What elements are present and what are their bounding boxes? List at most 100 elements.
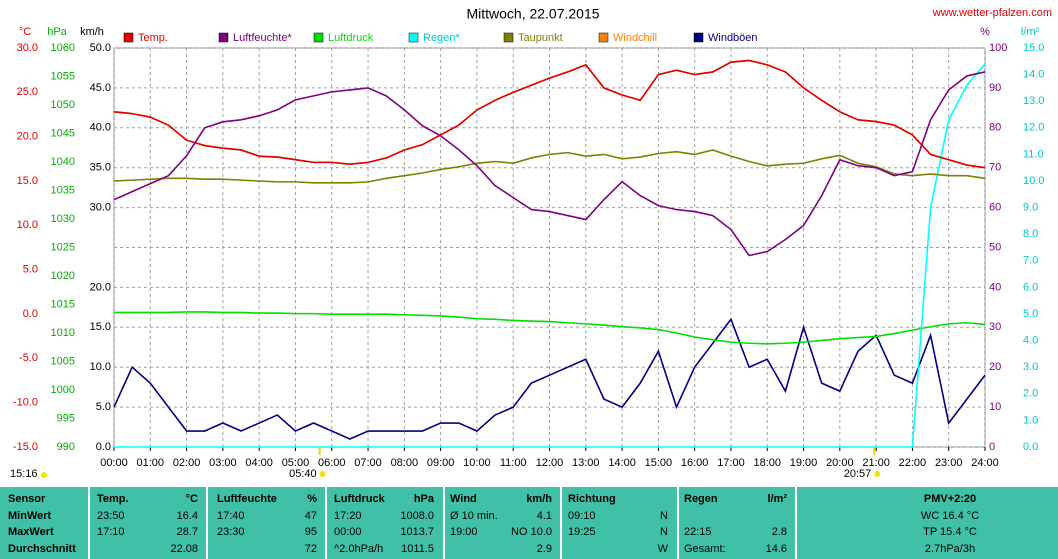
table-cell: 17:40 xyxy=(217,509,245,522)
y-tick-label: 15.0 xyxy=(17,175,38,187)
y-tick-label: 70 xyxy=(989,162,1001,174)
legend-label: Windchill xyxy=(613,32,657,44)
y-tick-label: 40 xyxy=(989,281,1001,293)
x-tick-label: 13:00 xyxy=(572,457,600,469)
x-tick-label: 17:00 xyxy=(717,457,745,469)
x-tick-label: 08:00 xyxy=(391,457,419,469)
legend-label: Windböen xyxy=(708,32,758,44)
table-cell: MaxWert xyxy=(8,526,54,538)
stats-table: Sensor Temp. °C Luftfeuchte% Luftdruck hPa Win… xyxy=(0,487,1058,559)
sun-icon xyxy=(874,471,881,477)
y-tick-label: 1030 xyxy=(51,213,75,225)
y-tick-label: 14.0 xyxy=(1023,69,1044,81)
y-tick-label: 90 xyxy=(989,82,1001,94)
table-cell: 14.6 xyxy=(765,542,787,555)
sun-time: 20:57 xyxy=(844,468,872,480)
legend-label: Regen* xyxy=(423,32,460,44)
y-tick-label: -10.0 xyxy=(13,397,38,409)
table-cell: °C xyxy=(185,493,198,505)
table-cell: 22.08 xyxy=(170,542,198,555)
chart: Mittwoch, 22.07.2015 www.wetter-pfalzen.… xyxy=(10,6,1052,480)
legend-swatch xyxy=(693,32,704,43)
table-cell: 2.8 xyxy=(771,526,787,538)
y-tick-label: 2.0 xyxy=(1023,388,1038,400)
table-cell: W xyxy=(657,542,668,555)
y-tick-label: 4.0 xyxy=(1023,335,1038,347)
y-tick-label: 15.0 xyxy=(1023,42,1044,54)
table-cell: ^2.0hPa/h xyxy=(334,542,384,555)
y-tick-label: 10.0 xyxy=(90,361,111,373)
y-tick-label: -15.0 xyxy=(13,441,38,453)
y-tick-label: 1020 xyxy=(51,270,75,282)
y-tick-label: 30.0 xyxy=(90,202,111,214)
y-tick-label: 1035 xyxy=(51,184,75,196)
y-tick-label: 30.0 xyxy=(17,42,38,54)
y-tick-label: 11.0 xyxy=(1023,148,1044,160)
y-tick-label: 0 xyxy=(989,441,995,453)
x-tick-label: 02:00 xyxy=(173,457,201,469)
y-tick-label: 7.0 xyxy=(1023,255,1038,267)
y-tick-label: 3.0 xyxy=(1023,361,1038,373)
y-tick-label: 15.0 xyxy=(90,321,111,333)
y-tick-label: 1015 xyxy=(51,298,75,310)
y-tick-label: 50.0 xyxy=(90,42,111,54)
y-tick-label: 80 xyxy=(989,122,1001,134)
x-tick-label: 07:00 xyxy=(354,457,382,469)
y-tick-label: 0.0 xyxy=(96,441,111,453)
y-tick-label: 30 xyxy=(989,321,1001,333)
x-tick-label: 06:00 xyxy=(318,457,346,469)
x-tick-label: 21:00 xyxy=(862,457,890,469)
axis-unit: l/m² xyxy=(1021,26,1040,38)
x-tick-label: 22:00 xyxy=(899,457,927,469)
chart-title: Mittwoch, 22.07.2015 xyxy=(466,6,599,22)
table-cell: l/m² xyxy=(767,493,787,505)
y-tick-label: 1025 xyxy=(51,241,75,253)
table-cell: 1011.5 xyxy=(401,542,434,555)
table-cell: 2.7hPa/3h xyxy=(924,542,976,555)
table-cell: 4.1 xyxy=(536,509,552,522)
x-tick-label: 09:00 xyxy=(427,457,455,469)
x-tick-label: 01:00 xyxy=(137,457,165,469)
x-tick-label: 14:00 xyxy=(608,457,636,469)
x-tick-label: 19:00 xyxy=(790,457,818,469)
table-cell: WC 16.4 °C xyxy=(920,509,980,522)
table-cell: hPa xyxy=(413,493,434,505)
y-tick-label: 5.0 xyxy=(23,264,38,276)
table-cell: 47 xyxy=(304,509,317,522)
table-cell: 72 xyxy=(304,542,317,555)
y-tick-label: 13.0 xyxy=(1023,95,1044,107)
series-line xyxy=(114,311,986,345)
series-line xyxy=(113,149,986,184)
x-tick-label: 12:00 xyxy=(536,457,564,469)
x-tick-label: 20:00 xyxy=(826,457,854,469)
y-tick-label: 990 xyxy=(57,441,75,453)
legend-swatch xyxy=(313,32,324,43)
series-line xyxy=(113,59,986,169)
table-cell: Richtung xyxy=(568,493,616,505)
y-tick-label: 8.0 xyxy=(1023,228,1038,240)
table-cell: 19:00 xyxy=(450,526,478,538)
series-line xyxy=(114,63,986,448)
y-tick-label: 1005 xyxy=(51,355,75,367)
axis-unit: km/h xyxy=(80,26,104,38)
day-length: 15:16 xyxy=(10,468,38,480)
y-tick-label: 1.0 xyxy=(1023,414,1038,426)
y-tick-label: 100 xyxy=(989,42,1007,54)
table-cell: 22:15 xyxy=(684,526,712,538)
y-tick-label: 1000 xyxy=(51,384,75,396)
x-tick-label: 16:00 xyxy=(681,457,709,469)
separator xyxy=(677,487,679,559)
table-cell: Regen xyxy=(684,493,718,505)
table-cell: N xyxy=(660,526,668,538)
x-tick-label: 18:00 xyxy=(753,457,781,469)
y-tick-label: 6.0 xyxy=(1023,281,1038,293)
y-tick-label: 45.0 xyxy=(90,82,111,94)
x-tick-label: 00:00 xyxy=(100,457,128,469)
x-tick-label: 24:00 xyxy=(971,457,999,469)
y-tick-label: 10 xyxy=(989,401,1001,413)
y-tick-label: 1055 xyxy=(51,70,75,82)
series-line xyxy=(113,71,986,257)
legend-swatch xyxy=(598,32,609,43)
table-cell: 16.4 xyxy=(176,509,198,522)
table-cell: Sensor xyxy=(8,493,46,505)
